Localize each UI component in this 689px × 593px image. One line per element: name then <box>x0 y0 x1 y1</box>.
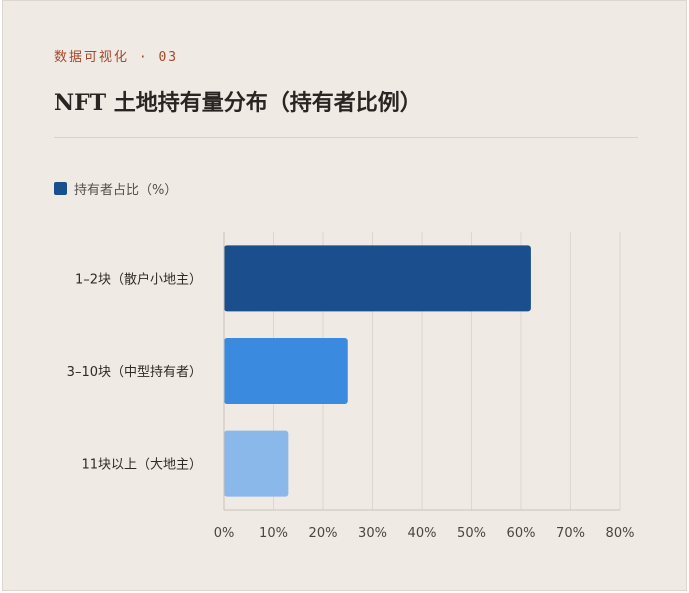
x-tick-label: 0% <box>214 526 235 541</box>
x-tick-label: 50% <box>457 526 486 541</box>
x-tick-label: 30% <box>358 526 387 541</box>
legend-label: 持有者占比（%） <box>74 183 178 198</box>
chart-title: NFT 土地持有量分布（持有者比例） <box>54 90 422 116</box>
chart-legend[interactable]: 持有者占比（%） <box>54 179 177 198</box>
x-tick-label: 20% <box>309 526 338 541</box>
bar[interactable] <box>224 245 531 312</box>
title-divider <box>54 137 638 138</box>
x-tick-label: 40% <box>408 526 437 541</box>
category-label: 11块以上（大地主） <box>81 458 202 473</box>
x-tick-label: 10% <box>259 526 288 541</box>
legend-swatch <box>54 182 67 195</box>
x-tick-label: 60% <box>507 526 536 541</box>
x-tick-label: 80% <box>606 526 635 541</box>
x-tick-label: 70% <box>556 526 585 541</box>
bars <box>224 245 531 497</box>
category-label: 3–10块（中型持有者） <box>67 365 202 380</box>
bar[interactable] <box>224 430 289 497</box>
bar[interactable] <box>224 338 348 404</box>
category-label: 1–2块（散户小地主） <box>75 271 202 287</box>
labels: 0% 10% 20% 30% 40% 50% 60% 70% 80% 1–2块（散户小地主） 3–1… <box>67 271 635 541</box>
axes <box>223 232 620 511</box>
section-kicker: 数据可视化 · 03 <box>54 50 179 65</box>
